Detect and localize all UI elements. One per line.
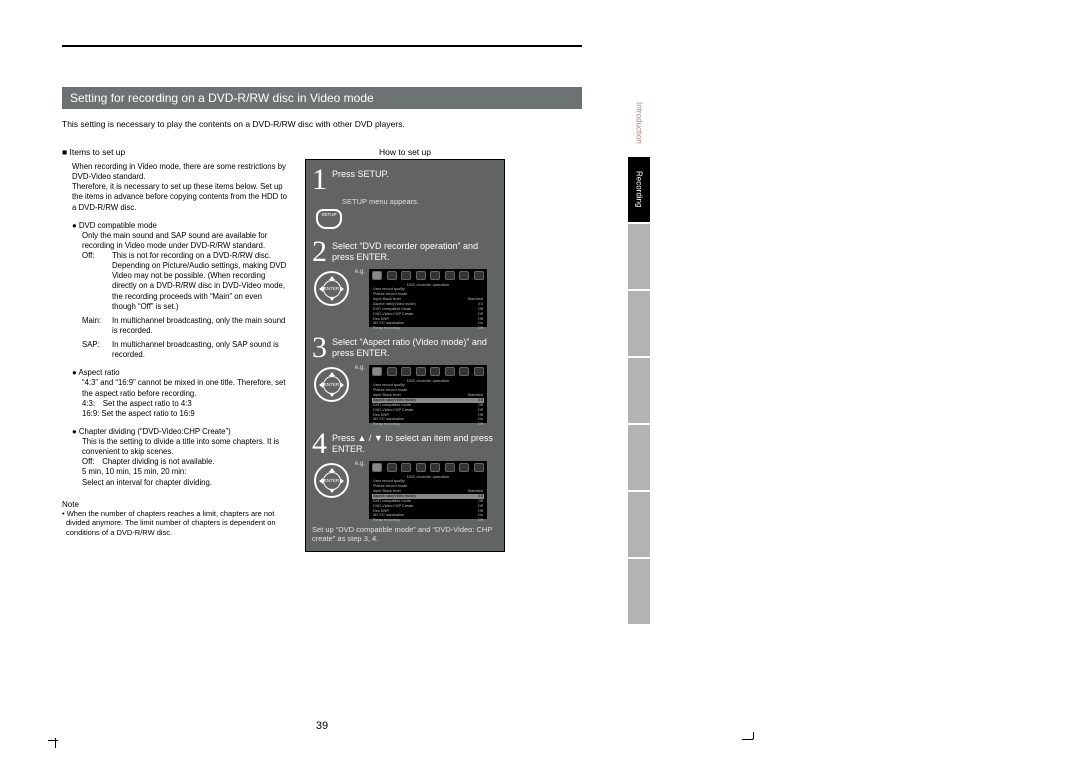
enter-pad-icon xyxy=(314,271,349,306)
screen-4: e.g. DVD recorder operation User record … xyxy=(369,461,487,519)
aspect-body: “4:3” and “16:9” cannot be mixed in one … xyxy=(82,378,287,419)
step-2: 2 Select “DVD recorder operation” and pr… xyxy=(312,237,498,267)
enter-pad-icon xyxy=(314,367,349,402)
crop-mark-icon xyxy=(48,732,64,748)
step-3-num: 3 xyxy=(312,333,327,363)
step-4-num: 4 xyxy=(312,429,327,459)
main-label: Main: xyxy=(82,316,112,336)
main-body: In multichannel broadcasting, only the m… xyxy=(112,316,287,336)
items-intro: When recording in Video mode, there are … xyxy=(72,162,287,213)
step-3: 3 Select “Aspect ratio (Video mode)” and… xyxy=(312,333,498,363)
tab-blank xyxy=(628,492,650,557)
icon-row xyxy=(372,463,484,472)
off-label: Off: xyxy=(82,251,112,312)
sap-body: In multichannel broadcasting, only SAP s… xyxy=(112,340,287,360)
icon-row xyxy=(372,367,484,376)
bullet-dvd-compat: DVD compatible mode xyxy=(72,221,287,231)
off-row: Off: This is not for recording on a DVD-… xyxy=(82,251,287,312)
screen-3: e.g. DVD recorder operation User record … xyxy=(369,365,487,423)
note-body: • When the number of chapters reaches a … xyxy=(66,509,287,538)
bullet-aspect: Aspect ratio xyxy=(72,368,287,378)
step-3-visual: e.g. DVD recorder operation User record … xyxy=(314,365,498,423)
tab-recording: Recording xyxy=(628,157,650,222)
step-3-text: Select “Aspect ratio (Video mode)” and p… xyxy=(332,333,498,363)
howto-box: 1 Press SETUP. SETUP menu appears. SETUP… xyxy=(305,159,505,552)
icon-row xyxy=(372,271,484,280)
step-1-sub: SETUP menu appears. xyxy=(342,197,498,206)
page-content: Setting for recording on a DVD-R/RW disc… xyxy=(62,45,582,552)
tab-blank xyxy=(628,358,650,423)
items-heading: Items to set up xyxy=(62,147,287,157)
eg-label: e.g. xyxy=(355,365,365,371)
sap-row: SAP: In multichannel broadcasting, only … xyxy=(82,340,287,360)
section-title: Setting for recording on a DVD-R/RW disc… xyxy=(62,87,582,109)
tab-blank xyxy=(628,425,650,490)
step-2-text: Select “DVD recorder operation” and pres… xyxy=(332,237,498,267)
side-tabs: Introduction Recording xyxy=(628,90,650,624)
tab-blank xyxy=(628,559,650,624)
step-4-text: Press ▲ / ▼ to select an item and press … xyxy=(332,429,498,459)
left-column: Items to set up When recording in Video … xyxy=(62,147,287,552)
eg-label: e.g. xyxy=(355,269,365,275)
note-heading: Note xyxy=(62,500,287,509)
sap-label: SAP: xyxy=(82,340,112,360)
chapter-body: This is the setting to divide a title in… xyxy=(82,437,287,488)
top-rule xyxy=(62,45,582,47)
off-body: This is not for recording on a DVD-R/RW … xyxy=(112,251,287,312)
tab-blank xyxy=(628,224,650,289)
step-1-num: 1 xyxy=(312,165,327,195)
step-2-visual: e.g. DVD recorder operation User record … xyxy=(314,269,498,327)
enter-pad-icon xyxy=(314,463,349,498)
screen-2: e.g. DVD recorder operation User record … xyxy=(369,269,487,327)
tab-introduction: Introduction xyxy=(628,90,650,155)
columns: Items to set up When recording in Video … xyxy=(62,147,582,552)
bullet-chapter: Chapter dividing (“DVD-Video:CHP Create”… xyxy=(72,427,287,437)
page-number: 39 xyxy=(62,720,582,732)
dvd-compat-body: Only the main sound and SAP sound are av… xyxy=(82,231,287,251)
crop-mark-icon xyxy=(742,732,754,740)
step-1: 1 Press SETUP. xyxy=(312,165,498,195)
howto-heading: How to set up xyxy=(305,147,505,157)
tab-blank xyxy=(628,291,650,356)
final-note: Set up “DVD compatible mode” and “DVD-Vi… xyxy=(312,525,498,543)
eg-label: e.g. xyxy=(355,461,365,467)
setup-button-icon: SETUP xyxy=(316,209,342,229)
step-1-text: Press SETUP. xyxy=(332,165,389,195)
step-4: 4 Press ▲ / ▼ to select an item and pres… xyxy=(312,429,498,459)
right-column: How to set up 1 Press SETUP. SETUP menu … xyxy=(305,147,505,552)
step-2-num: 2 xyxy=(312,237,327,267)
main-row: Main: In multichannel broadcasting, only… xyxy=(82,316,287,336)
step-4-visual: e.g. DVD recorder operation User record … xyxy=(314,461,498,519)
intro-text: This setting is necessary to play the co… xyxy=(62,119,582,129)
